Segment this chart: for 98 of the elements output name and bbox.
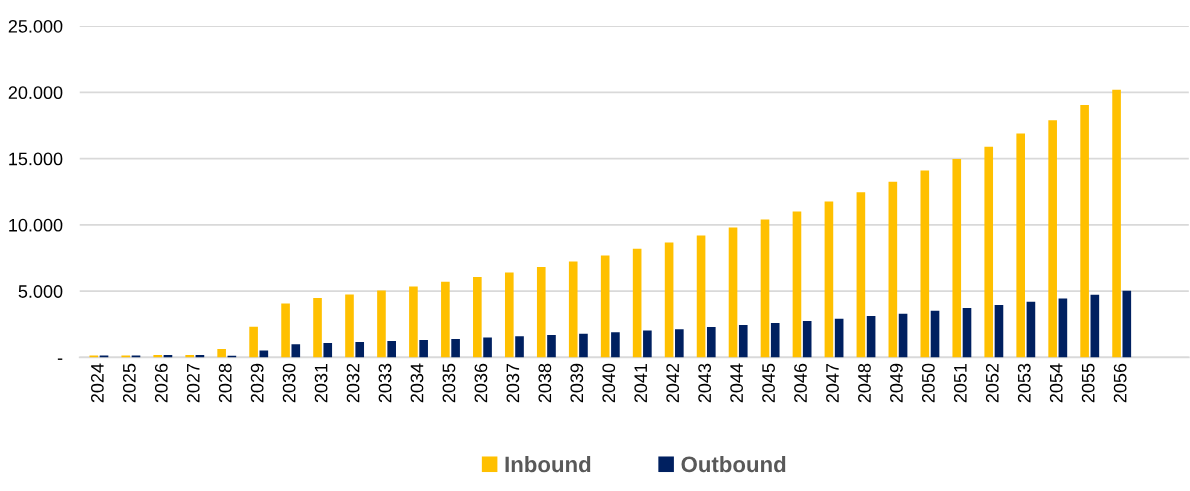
bar bbox=[387, 341, 396, 358]
x-tick-label: 2033 bbox=[378, 363, 392, 403]
bar bbox=[760, 219, 770, 358]
bar bbox=[888, 181, 898, 358]
legend-label: Inbound bbox=[505, 455, 591, 473]
bar bbox=[856, 192, 866, 358]
bar bbox=[632, 248, 642, 358]
bar bbox=[1090, 294, 1100, 358]
bar bbox=[313, 297, 322, 358]
bar bbox=[1058, 298, 1068, 358]
bar bbox=[643, 330, 652, 358]
x-tick-label: 2025 bbox=[122, 363, 136, 403]
bar bbox=[962, 308, 972, 358]
bar bbox=[419, 339, 428, 358]
bar bbox=[504, 272, 514, 358]
bar bbox=[728, 227, 738, 358]
y-tick-label: - bbox=[57, 358, 63, 360]
bar bbox=[291, 344, 301, 358]
bar bbox=[664, 242, 674, 358]
bar bbox=[930, 310, 940, 358]
x-tick-label: 2039 bbox=[570, 363, 584, 403]
y-tick-label: 5.000 bbox=[18, 285, 63, 298]
bar bbox=[217, 349, 226, 358]
bar bbox=[355, 341, 365, 358]
x-tick-label: 2052 bbox=[985, 363, 999, 403]
bar bbox=[706, 327, 716, 358]
bar bbox=[249, 326, 258, 358]
bar bbox=[675, 329, 684, 358]
bar bbox=[281, 303, 290, 358]
bar bbox=[568, 261, 578, 358]
x-tick-label: 2045 bbox=[762, 363, 775, 403]
x-tick-label: 2034 bbox=[410, 363, 424, 403]
x-tick-label: 2031 bbox=[314, 363, 328, 403]
x-tick-label: 2055 bbox=[1081, 363, 1095, 403]
x-tick-label: 2051 bbox=[953, 363, 967, 403]
x-tick-label: 2053 bbox=[1017, 363, 1031, 403]
x-tick-label: 2056 bbox=[1113, 363, 1127, 403]
bar bbox=[770, 323, 780, 358]
bar bbox=[451, 338, 460, 358]
x-tick-label: 2024 bbox=[90, 363, 104, 403]
y-tick-label: 25.000 bbox=[8, 19, 63, 33]
x-tick-label: 2026 bbox=[154, 363, 168, 403]
x-tick-label: 2036 bbox=[474, 363, 488, 403]
x-tick-label: 2037 bbox=[506, 363, 520, 403]
bar bbox=[441, 281, 450, 358]
bar bbox=[377, 290, 386, 358]
x-tick-label: 2041 bbox=[634, 363, 648, 403]
x-tick-label: 2044 bbox=[730, 363, 743, 403]
legend-label: Outbound bbox=[681, 455, 786, 473]
y-tick-label: 10.000 bbox=[9, 218, 63, 232]
x-tick-label: 2047 bbox=[826, 363, 839, 403]
x-tick-label: 2048 bbox=[858, 363, 871, 403]
x-tick-label: 2054 bbox=[1049, 363, 1063, 403]
bar bbox=[1026, 301, 1036, 358]
x-tick-label: 2042 bbox=[666, 363, 680, 403]
bar bbox=[515, 336, 524, 358]
bar bbox=[1080, 104, 1089, 358]
y-tick-label: 20.000 bbox=[8, 86, 63, 100]
bar bbox=[834, 318, 844, 358]
bar bbox=[994, 305, 1004, 358]
x-tick-label: 2046 bbox=[794, 363, 807, 403]
x-tick-label: 2027 bbox=[186, 363, 200, 403]
y-tick-label: 15.000 bbox=[9, 152, 63, 166]
x-tick-label: 2038 bbox=[538, 363, 552, 403]
x-tick-label: 2032 bbox=[346, 363, 360, 403]
bar bbox=[547, 334, 556, 358]
bar bbox=[696, 235, 706, 358]
bar bbox=[1112, 89, 1121, 358]
x-tick-label: 2028 bbox=[218, 363, 232, 403]
bar bbox=[824, 201, 834, 358]
x-tick-label: 2049 bbox=[890, 363, 903, 403]
bar bbox=[1016, 133, 1025, 358]
bar bbox=[1048, 120, 1057, 358]
x-tick-label: 2050 bbox=[921, 363, 935, 403]
bar bbox=[579, 333, 588, 358]
x-tick-label: 2029 bbox=[250, 363, 264, 403]
x-tick-label: 2043 bbox=[698, 363, 712, 403]
x-tick-label: 2040 bbox=[602, 363, 616, 403]
x-tick-label: 2035 bbox=[442, 363, 456, 403]
bar bbox=[483, 337, 492, 358]
bar bbox=[259, 350, 269, 358]
bar bbox=[611, 332, 620, 358]
bar bbox=[866, 315, 876, 358]
bar bbox=[738, 325, 748, 358]
bar bbox=[409, 286, 418, 358]
bar bbox=[600, 255, 610, 358]
bar bbox=[920, 170, 930, 358]
bar bbox=[802, 321, 812, 358]
bar bbox=[345, 294, 354, 358]
bar bbox=[952, 159, 962, 358]
bar bbox=[1122, 290, 1132, 358]
bar bbox=[536, 266, 546, 358]
x-tick-label: 2030 bbox=[282, 363, 296, 403]
bar bbox=[473, 276, 482, 358]
bar bbox=[792, 211, 802, 358]
bar bbox=[898, 313, 908, 358]
bar bbox=[984, 146, 994, 358]
bar bbox=[323, 343, 333, 358]
